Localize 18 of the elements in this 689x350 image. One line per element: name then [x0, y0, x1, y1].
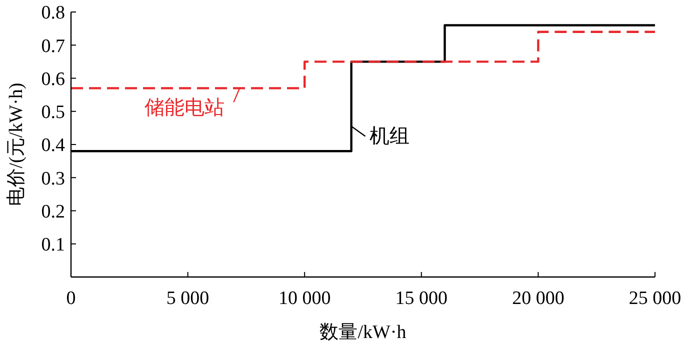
y-tick-label: 0.2 [41, 201, 65, 222]
y-axis-title: 电价/(元/kW·h) [6, 82, 27, 206]
y-tick-label: 0.6 [41, 68, 65, 90]
y-tick-label: 0.7 [41, 36, 65, 57]
y-tick-label: 0.5 [41, 102, 65, 124]
y-tick-label: 0.4 [41, 135, 66, 156]
series-label: 储能电站 [144, 97, 225, 120]
x-tick-label: 0 [66, 288, 76, 309]
x-tick-label: 25 000 [628, 288, 682, 309]
x-axis-title: 数量/kW·h [320, 322, 407, 343]
legend-label: 机组 [369, 125, 410, 148]
x-tick-label: 5 000 [166, 288, 210, 309]
y-tick-label: 0.1 [41, 234, 65, 256]
x-tick-label: 15 000 [395, 288, 448, 309]
y-tick-label: 0.8 [41, 2, 65, 24]
y-tick-label: 0.3 [41, 168, 65, 190]
x-tick-label: 10 000 [278, 288, 331, 309]
x-tick-label: 20 000 [512, 288, 564, 309]
